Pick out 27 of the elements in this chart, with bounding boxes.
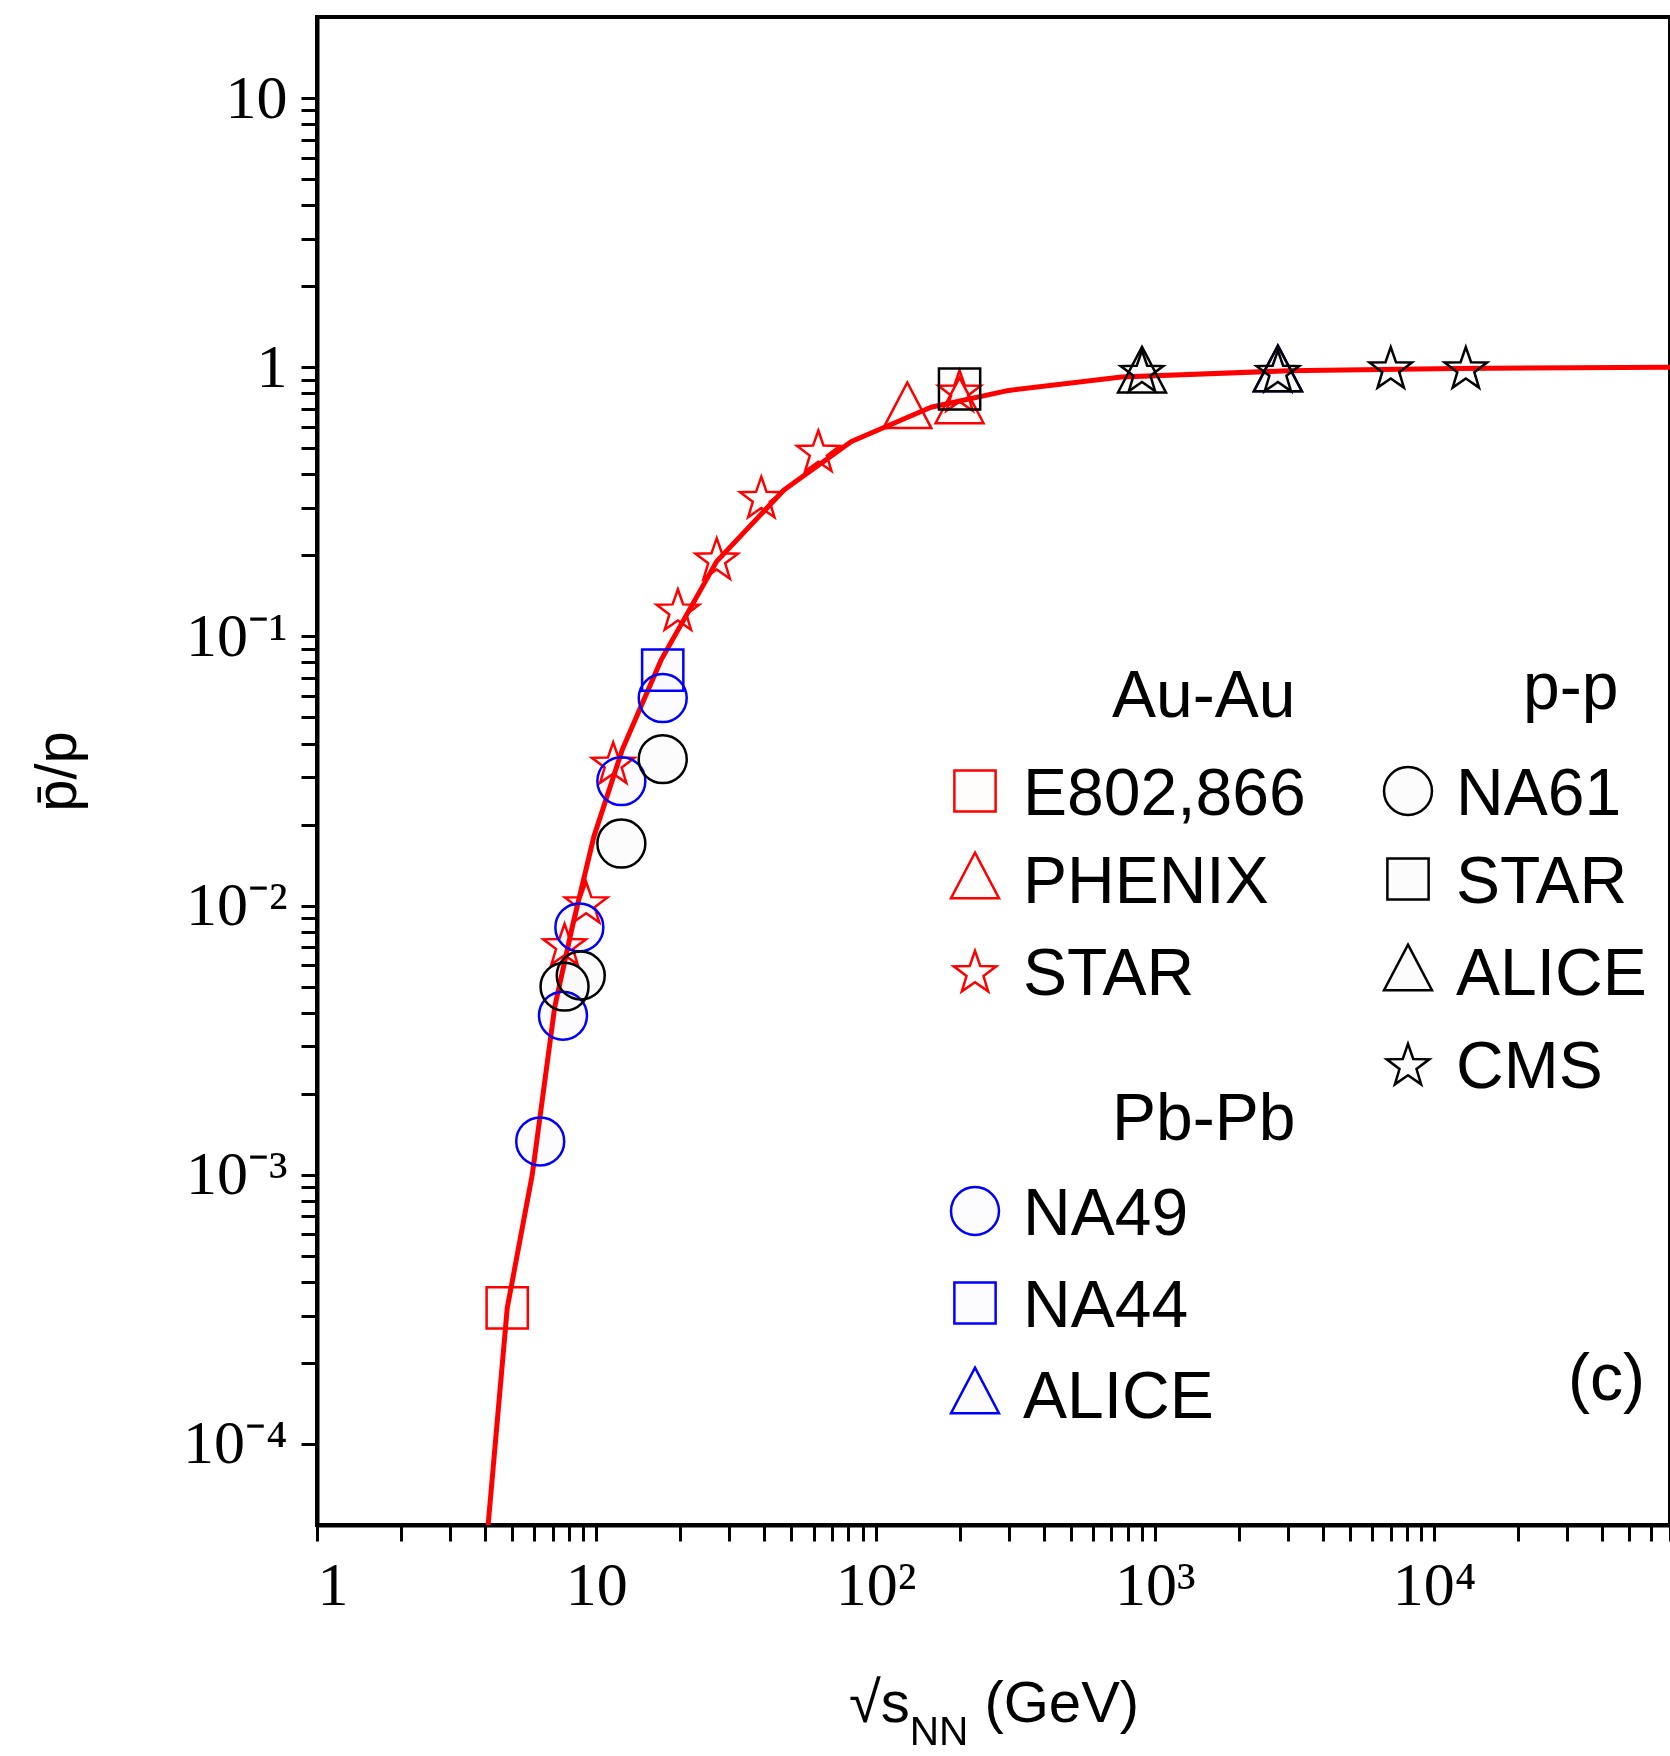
annotation: Au-Au	[1112, 657, 1296, 731]
annotation: p-p	[1523, 649, 1619, 723]
y-tick-label: 10⁻³	[185, 1139, 288, 1208]
legend-label: CMS	[1456, 1028, 1603, 1102]
legend-label: NA49	[1023, 1175, 1189, 1249]
x-tick-label: 1	[317, 1549, 349, 1618]
y-tick-label: 10⁻²	[185, 870, 288, 939]
x-tick-label: 10⁴	[1392, 1549, 1477, 1618]
y-tick-label: 1	[256, 331, 288, 400]
y-axis-title: p̄/p	[22, 731, 88, 812]
legend-label: PHENIX	[1023, 843, 1269, 917]
legend-label: NA61	[1456, 755, 1622, 829]
x-tick-label: 10	[565, 1549, 628, 1618]
legend-label: ALICE	[1023, 1358, 1214, 1432]
legend-label: NA44	[1023, 1267, 1189, 1341]
x-tick-label: 10²	[835, 1549, 917, 1618]
y-tick-label: 10⁻¹	[185, 600, 288, 669]
y-tick-label: 10⁻⁴	[182, 1408, 288, 1477]
legend-label: STAR	[1023, 935, 1195, 1009]
annotation: Pb-Pb	[1112, 1080, 1296, 1154]
annotation: (c)	[1568, 1340, 1645, 1414]
y-tick-label: 10	[225, 62, 288, 131]
legend-label: E802,866	[1023, 755, 1306, 829]
x-tick-label: 10³	[1114, 1549, 1196, 1618]
x-axis-title: √s$_{NN}$ (GeV)	[848, 1668, 1140, 1754]
legend-label: ALICE	[1456, 935, 1647, 1009]
legend-label: STAR	[1456, 843, 1628, 917]
